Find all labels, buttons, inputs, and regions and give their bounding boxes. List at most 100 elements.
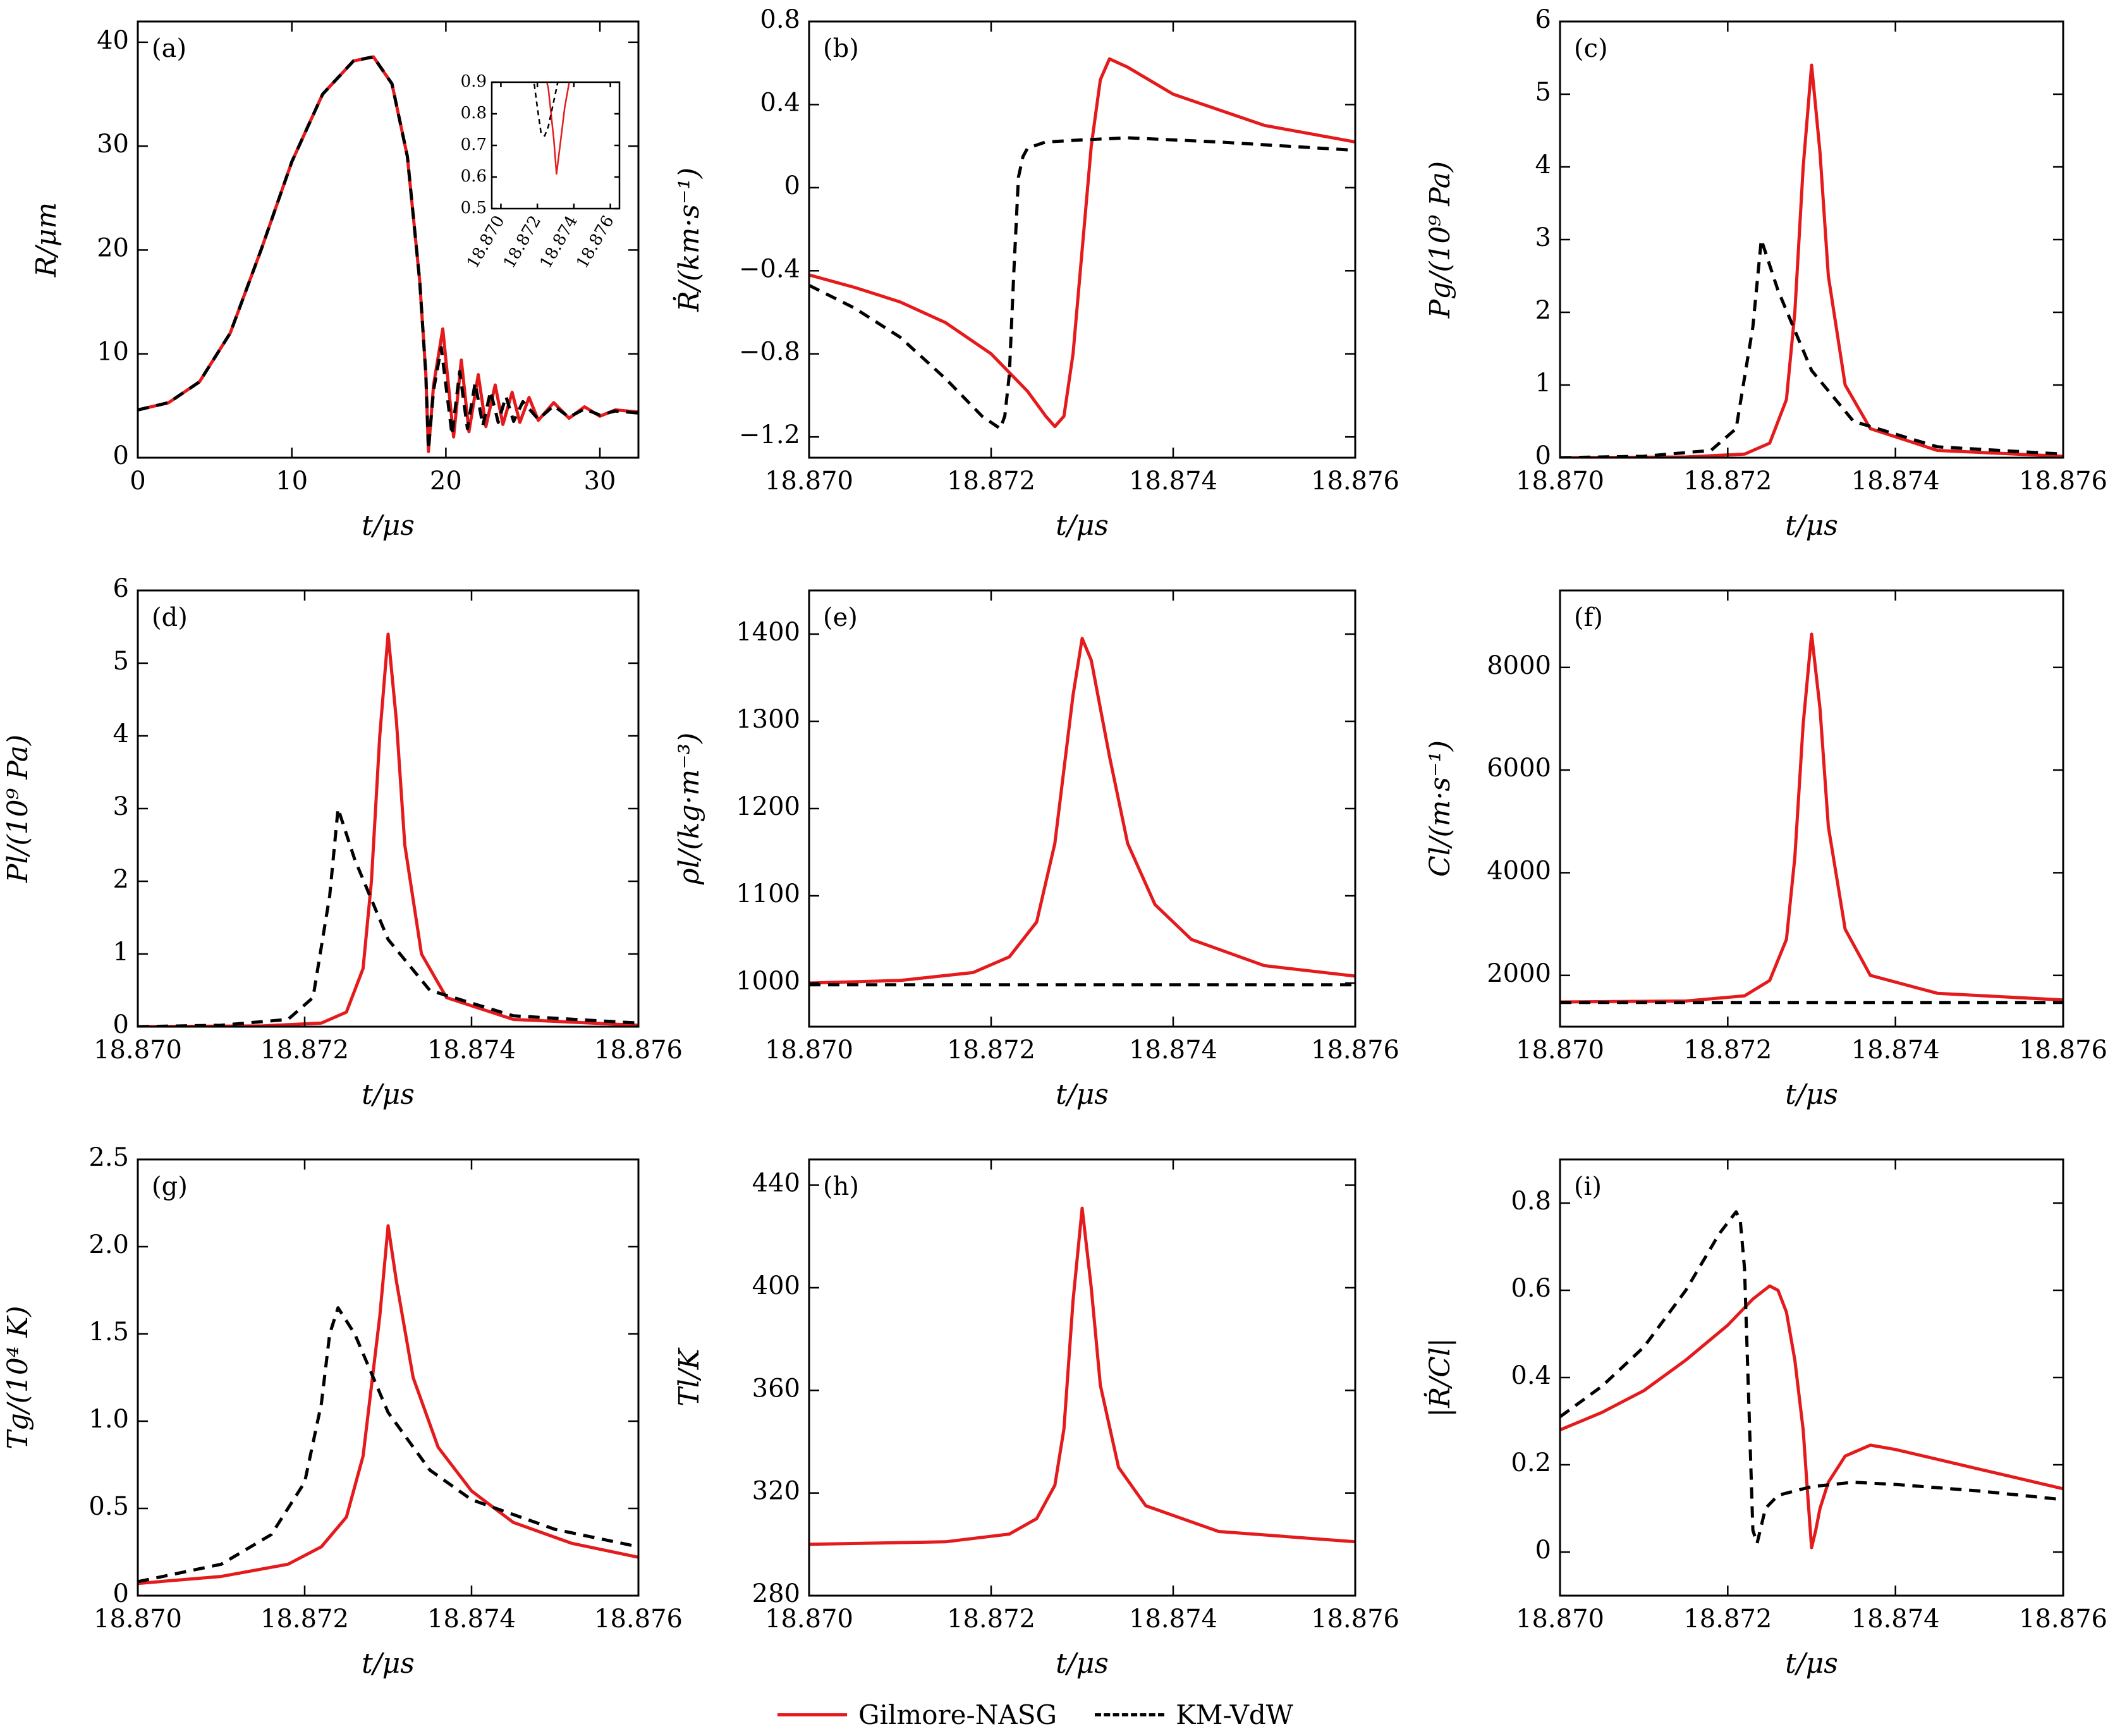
panel-tag: (b) — [823, 34, 859, 63]
series-gilmore-nasg — [138, 632, 638, 1027]
y-axis-label: Cl/(m·s⁻¹) — [1424, 740, 1456, 877]
x-tick-label: 18.870 — [765, 1605, 853, 1634]
y-tick-label: 4 — [1535, 150, 1551, 180]
series-gilmore-nasg — [809, 57, 1355, 429]
series-km-vdw — [1560, 1210, 2063, 1545]
x-tick-label: 18.876 — [2019, 1036, 2107, 1065]
inset-background — [492, 82, 619, 209]
series-km-vdw — [138, 807, 638, 1027]
y-tick-label: 10 — [97, 338, 129, 367]
x-axis-label: t/μs — [1056, 1079, 1109, 1111]
x-tick-label: 18.876 — [2019, 1605, 2107, 1634]
plot-frame — [808, 1158, 1356, 1597]
series-km-vdw — [533, 82, 559, 137]
y-tick-label: 3 — [113, 792, 129, 821]
x-tick-label: 30 — [584, 467, 616, 496]
y-axis-label: Tl/K — [673, 1347, 705, 1406]
x-tick-label: 18.872 — [260, 1036, 349, 1065]
y-tick-label: 2.5 — [88, 1143, 129, 1172]
panel-tag: (g) — [152, 1172, 188, 1201]
legend-label: Gilmore-NASG — [858, 1699, 1058, 1730]
x-tick-label: 18.872 — [1683, 1605, 1772, 1634]
y-tick-label: 40 — [97, 26, 129, 55]
panel-tag: (i) — [1574, 1172, 1602, 1201]
series-gilmore-nasg — [809, 1206, 1355, 1546]
x-axis-label: t/μs — [362, 510, 415, 542]
y-tick-label: 6000 — [1487, 754, 1551, 783]
series-km-vdw — [138, 55, 638, 451]
y-axis-label: Ṙ/(km·s⁻¹) — [672, 168, 705, 312]
y-tick-label: 0.2 — [1511, 1448, 1551, 1477]
x-tick-label: 18.874 — [1851, 1036, 1940, 1065]
y-tick-label: 1 — [1535, 369, 1551, 398]
x-tick-label: 18.874 — [1129, 1036, 1217, 1065]
y-tick-label: 1200 — [736, 792, 800, 821]
x-tick-label: 18.870 — [1516, 1036, 1604, 1065]
y-tick-label: 0 — [113, 441, 129, 470]
y-tick-label: 8000 — [1487, 651, 1551, 680]
plot-frame — [137, 20, 640, 459]
series-gilmore-nasg — [809, 637, 1355, 985]
x-tick-label: 18.874 — [1851, 467, 1940, 496]
legend-swatch-dashed — [1095, 1713, 1165, 1716]
y-tick-label: 320 — [752, 1477, 800, 1506]
y-tick-label: 0 — [113, 1579, 129, 1608]
plot-frame — [1559, 20, 2064, 459]
y-tick-label: 6 — [1535, 5, 1551, 34]
panel-f: 18.870 18.872 18.874 18.876 2000 4000 6000 8000… — [1424, 589, 2107, 1111]
y-tick-label: 4 — [113, 719, 129, 749]
y-tick-label: 20 — [97, 233, 129, 262]
x-axis-label: t/μs — [1056, 1647, 1109, 1680]
panel-b: 18.870 18.872 18.874 18.876 −1.2 −0.8 −0.4 0 0.4… — [672, 5, 1399, 542]
x-axis-label: t/μs — [1785, 1079, 1838, 1111]
y-tick-label: 1.5 — [88, 1317, 129, 1347]
y-tick-label: 2 — [1535, 296, 1551, 325]
y-tick-label: 1400 — [736, 618, 800, 647]
x-tick-label: 18.870 — [765, 467, 853, 496]
y-tick-label: 0.9 — [461, 72, 487, 91]
x-tick-label: 18.872 — [1683, 1036, 1772, 1065]
series-gilmore-nasg — [1560, 632, 2063, 1004]
x-tick-label: 18.870 — [1516, 467, 1604, 496]
y-tick-label: 0.4 — [760, 88, 800, 117]
x-tick-label: 18.876 — [1311, 467, 1399, 496]
series-km-vdw — [809, 136, 1355, 431]
series-gilmore-nasg — [138, 1224, 638, 1586]
panel-i: 18.870 18.872 18.874 18.876 0 0.2 0.4 0.6 0.8 (i)… — [1423, 1158, 2107, 1680]
x-axis-label: t/μs — [1785, 1647, 1838, 1680]
y-tick-label: 360 — [752, 1374, 800, 1403]
y-tick-label: −1.2 — [739, 420, 800, 449]
y-tick-label: 2000 — [1487, 959, 1551, 988]
y-tick-label: 0.8 — [760, 5, 800, 34]
y-tick-label: 1000 — [736, 967, 800, 996]
y-tick-label: 0 — [1535, 441, 1551, 470]
series-gilmore-nasg — [1560, 63, 2063, 458]
y-axis-label: Tg/(10⁴ K) — [2, 1305, 34, 1449]
y-axis-label: ρl/(kg·m⁻³) — [673, 733, 705, 886]
x-axis-label: t/μs — [362, 1647, 415, 1680]
x-tick-label: 18.874 — [1851, 1605, 1940, 1634]
panel-d: 18.870 18.872 18.874 18.876 0 1 2 3 4 5 6 (d) t/μs Pl… — [2, 574, 683, 1111]
panel-tag: (h) — [823, 1172, 859, 1201]
panel-e: 18.870 18.872 18.874 18.876 1000 1100 1200 1300… — [673, 589, 1399, 1111]
legend-label: KM-VdW — [1176, 1699, 1293, 1730]
y-tick-label: 5 — [113, 647, 129, 676]
panel-h: 18.870 18.872 18.874 18.876 280 320 360 400 440 (… — [673, 1158, 1399, 1680]
x-tick-label: 18.876 — [594, 1605, 683, 1634]
x-tick-label: 18.872 — [947, 467, 1035, 496]
y-tick-label: 1 — [113, 938, 129, 967]
y-tick-label: 440 — [752, 1169, 800, 1198]
legend-swatch-solid — [777, 1713, 847, 1716]
y-tick-label: 0.7 — [461, 135, 487, 154]
y-tick-label: 1.0 — [88, 1405, 129, 1434]
panel-tag: (e) — [823, 603, 858, 632]
panel-tag: (d) — [152, 603, 188, 632]
y-tick-label: 400 — [752, 1271, 800, 1300]
plot-frame — [1559, 589, 2064, 1028]
y-tick-label: −0.8 — [739, 338, 800, 367]
x-tick-label: 18.876 — [2019, 467, 2107, 496]
y-tick-label: −0.4 — [739, 254, 800, 283]
x-tick-label: 10 — [276, 467, 308, 496]
